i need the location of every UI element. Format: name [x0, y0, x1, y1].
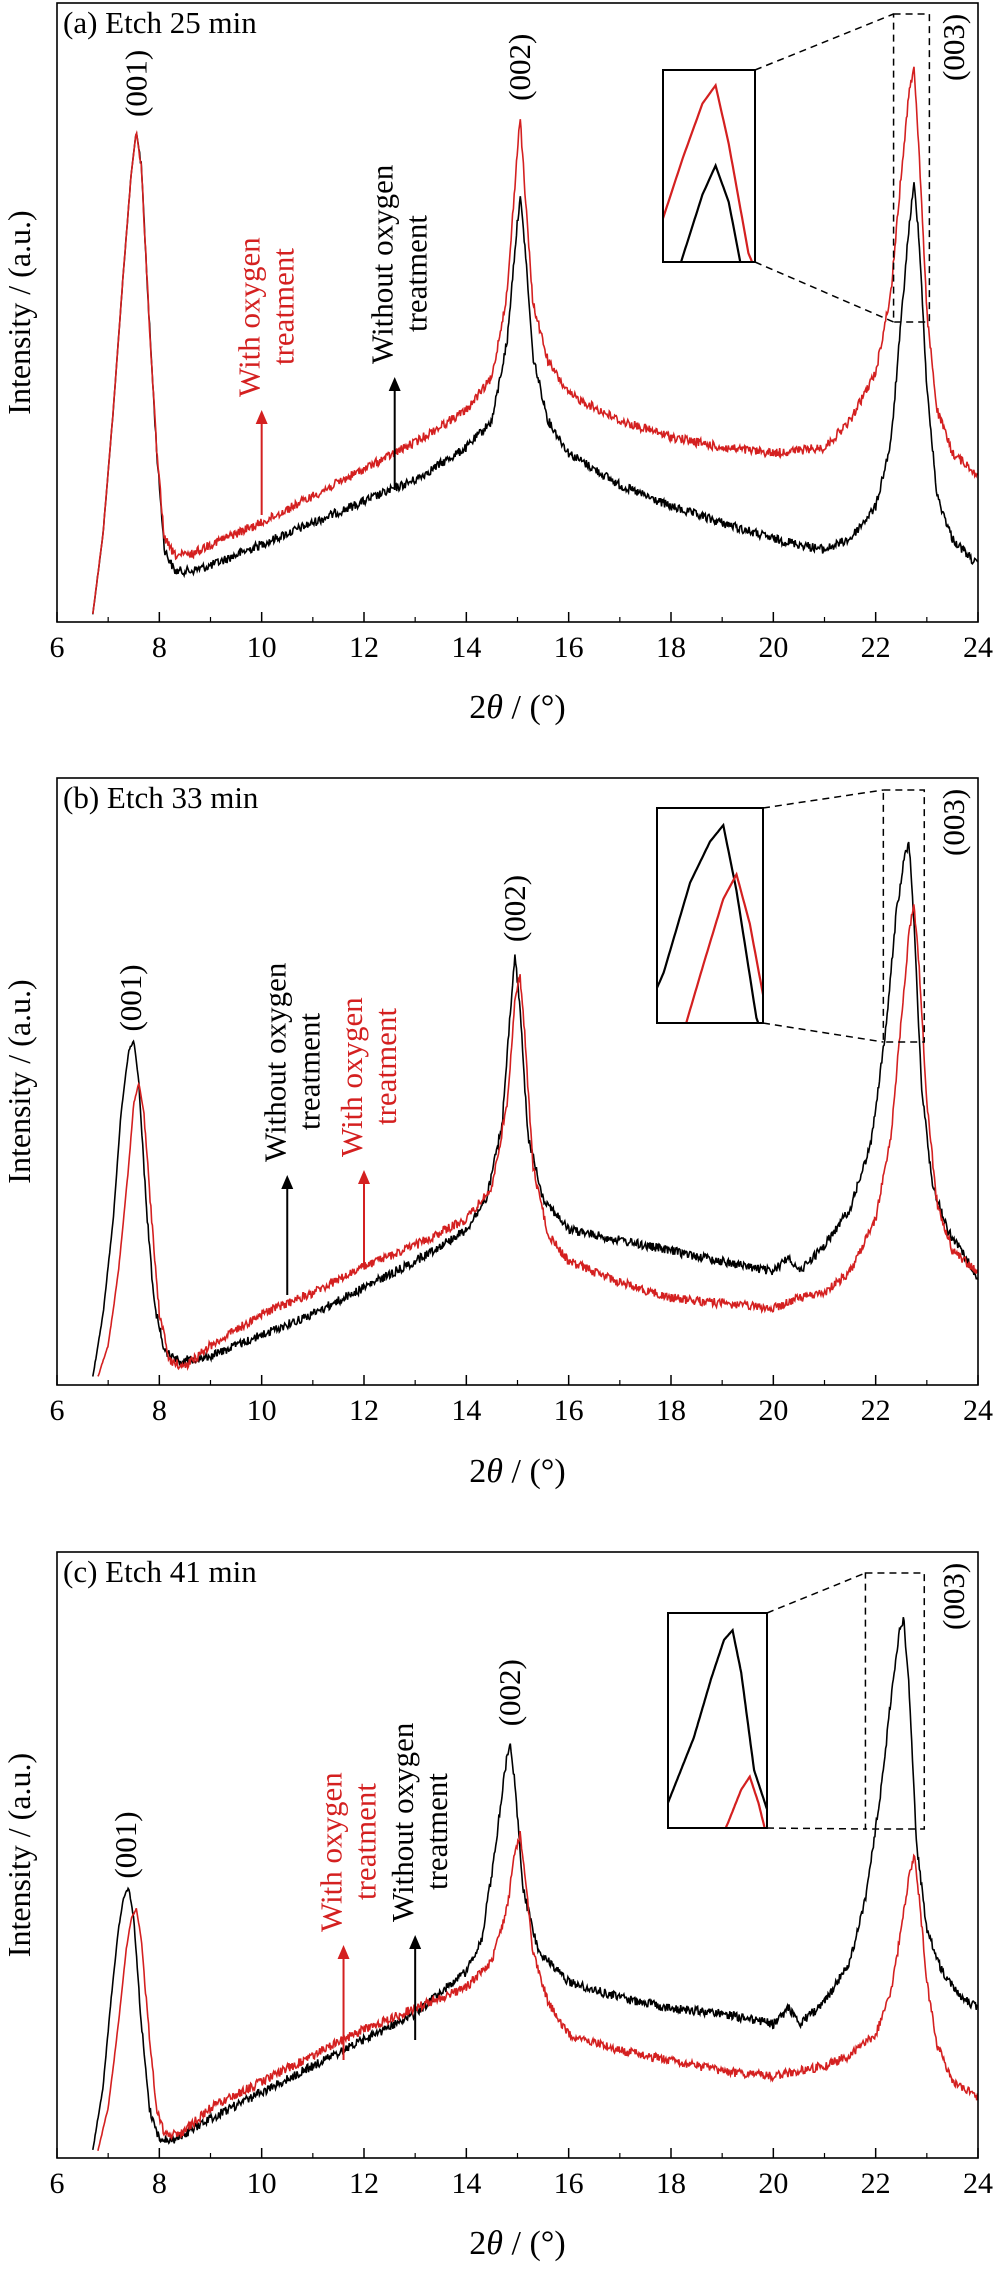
peak-inset	[667, 1572, 866, 1830]
peak-label: (002)	[497, 875, 532, 942]
x-tick-label: 12	[349, 631, 379, 664]
panel-c: 6 8 10 12 14 16 18 20 22 24 2θ / (°) Intensity / (a…	[1, 1551, 993, 2262]
x-tick-label: 6	[50, 631, 65, 664]
inset-series-line	[685, 871, 763, 1023]
x-tick-label: 24	[963, 2167, 993, 2200]
x-tick-label: 24	[963, 631, 993, 664]
x-tick-label: 22	[861, 2167, 891, 2200]
x-axis-label: 2θ / (°)	[469, 1453, 565, 1490]
x-tick-label: 12	[349, 1394, 379, 1427]
svg-text:Without oxygentreatment: Without oxygentreatment	[385, 1722, 454, 1922]
inset-connector	[762, 1022, 884, 1043]
x-tick-label: 6	[50, 2167, 65, 2200]
peak-label: (001)	[108, 1811, 143, 1878]
annotation-label: Without oxygentreatment	[365, 164, 434, 364]
peak-inset	[656, 789, 884, 1043]
x-tick-label: 10	[247, 2167, 277, 2200]
x-tick-label: 8	[152, 631, 167, 664]
x-tick-label: 18	[656, 1394, 686, 1427]
x-tick-label: 18	[656, 631, 686, 664]
annotation-label: With oxygentreatment	[334, 997, 403, 1157]
y-axis-label: Intensity / (a.u.)	[1, 1753, 37, 1957]
x-axis-label: 2θ / (°)	[469, 2225, 565, 2262]
x-tick-label: 24	[963, 1394, 993, 1427]
inset-frame	[656, 807, 764, 1024]
x-axis-label: 2θ / (°)	[469, 689, 565, 726]
inset-connector	[766, 1572, 866, 1614]
series-line-with-oxygen	[97, 904, 978, 1377]
x-tick-label: 14	[451, 1394, 481, 1427]
x-tick-label: 10	[247, 1394, 277, 1427]
x-tick-label: 16	[554, 2167, 584, 2200]
x-tick-label: 16	[554, 1394, 584, 1427]
peak-label: (003)	[936, 1563, 971, 1630]
svg-text:Without oxygentreatment: Without oxygentreatment	[257, 962, 326, 1162]
inset-connector	[766, 1827, 866, 1830]
series-line-without-oxygen	[92, 131, 978, 615]
x-tick-label: 20	[758, 1394, 788, 1427]
inset-series-line	[663, 82, 754, 262]
inset-series-line	[657, 822, 760, 1023]
zoom-region-box	[864, 1572, 926, 1830]
series-line-with-oxygen	[92, 66, 978, 615]
inset-frame	[662, 69, 756, 263]
inset-connector	[762, 789, 884, 809]
x-tick-label: 14	[451, 631, 481, 664]
arrow-head-icon	[388, 377, 401, 391]
annotation-label: Without oxygentreatment	[385, 1722, 454, 1922]
peak-inset	[662, 13, 894, 323]
peak-label: (003)	[936, 14, 971, 81]
x-tick-label: 6	[50, 1394, 65, 1427]
x-tick-label: 10	[247, 631, 277, 664]
plot-frame	[56, 777, 979, 1386]
svg-text:Without oxygentreatment: Without oxygentreatment	[365, 164, 434, 364]
peak-label: (001)	[118, 50, 153, 117]
inset-series-line	[668, 1627, 767, 1810]
x-tick-label: 8	[152, 2167, 167, 2200]
svg-text:With oxygentreatment: With oxygentreatment	[334, 997, 403, 1157]
peak-label: (002)	[492, 1659, 527, 1726]
inset-connector	[754, 13, 894, 71]
annotation-label: Without oxygentreatment	[257, 962, 326, 1162]
peak-label: (002)	[502, 34, 537, 101]
panel-title: (a) Etch 25 min	[63, 5, 257, 40]
panel-title: (b) Etch 33 min	[63, 780, 259, 815]
series-line-without-oxygen	[92, 1617, 978, 2151]
annotation-label: With oxygentreatment	[314, 1772, 383, 1932]
svg-text:With oxygentreatment: With oxygentreatment	[314, 1772, 383, 1932]
zoom-region-box	[882, 789, 926, 1043]
x-tick-label: 14	[451, 2167, 481, 2200]
zoom-region-box	[892, 13, 931, 323]
arrow-head-icon	[358, 1170, 370, 1184]
peak-label: (003)	[936, 789, 971, 856]
inset-series-line	[724, 1774, 766, 1828]
x-tick-label: 8	[152, 1394, 167, 1427]
series-line-with-oxygen	[97, 1831, 978, 2151]
panel-a: 6 8 10 12 14 16 18 20 22 24 2θ / (°) Intensity / (a…	[1, 2, 993, 726]
y-axis-label: Intensity / (a.u.)	[1, 210, 37, 414]
x-tick-label: 22	[861, 1394, 891, 1427]
x-tick-label: 22	[861, 631, 891, 664]
peak-label: (001)	[113, 964, 148, 1031]
arrow-head-icon	[337, 1945, 350, 1959]
x-tick-label: 18	[656, 2167, 686, 2200]
x-tick-label: 20	[758, 631, 788, 664]
plot-frame	[56, 1551, 979, 2159]
inset-connector	[754, 261, 894, 323]
inset-series-line	[679, 162, 742, 262]
arrow-head-icon	[409, 1935, 422, 1949]
x-tick-label: 20	[758, 2167, 788, 2200]
annotation-label: With oxygentreatment	[232, 237, 301, 397]
arrow-head-icon	[255, 410, 268, 424]
series-line-without-oxygen	[92, 841, 978, 1377]
x-tick-label: 16	[554, 631, 584, 664]
panel-b: 6 8 10 12 14 16 18 20 22 24 2θ / (°) Intensity / (a…	[1, 777, 993, 1490]
panel-title: (c) Etch 41 min	[63, 1554, 257, 1589]
x-tick-label: 12	[349, 2167, 379, 2200]
svg-text:With oxygentreatment: With oxygentreatment	[232, 237, 301, 397]
arrow-head-icon	[281, 1175, 294, 1189]
inset-frame	[667, 1612, 768, 1829]
y-axis-label: Intensity / (a.u.)	[1, 979, 37, 1183]
